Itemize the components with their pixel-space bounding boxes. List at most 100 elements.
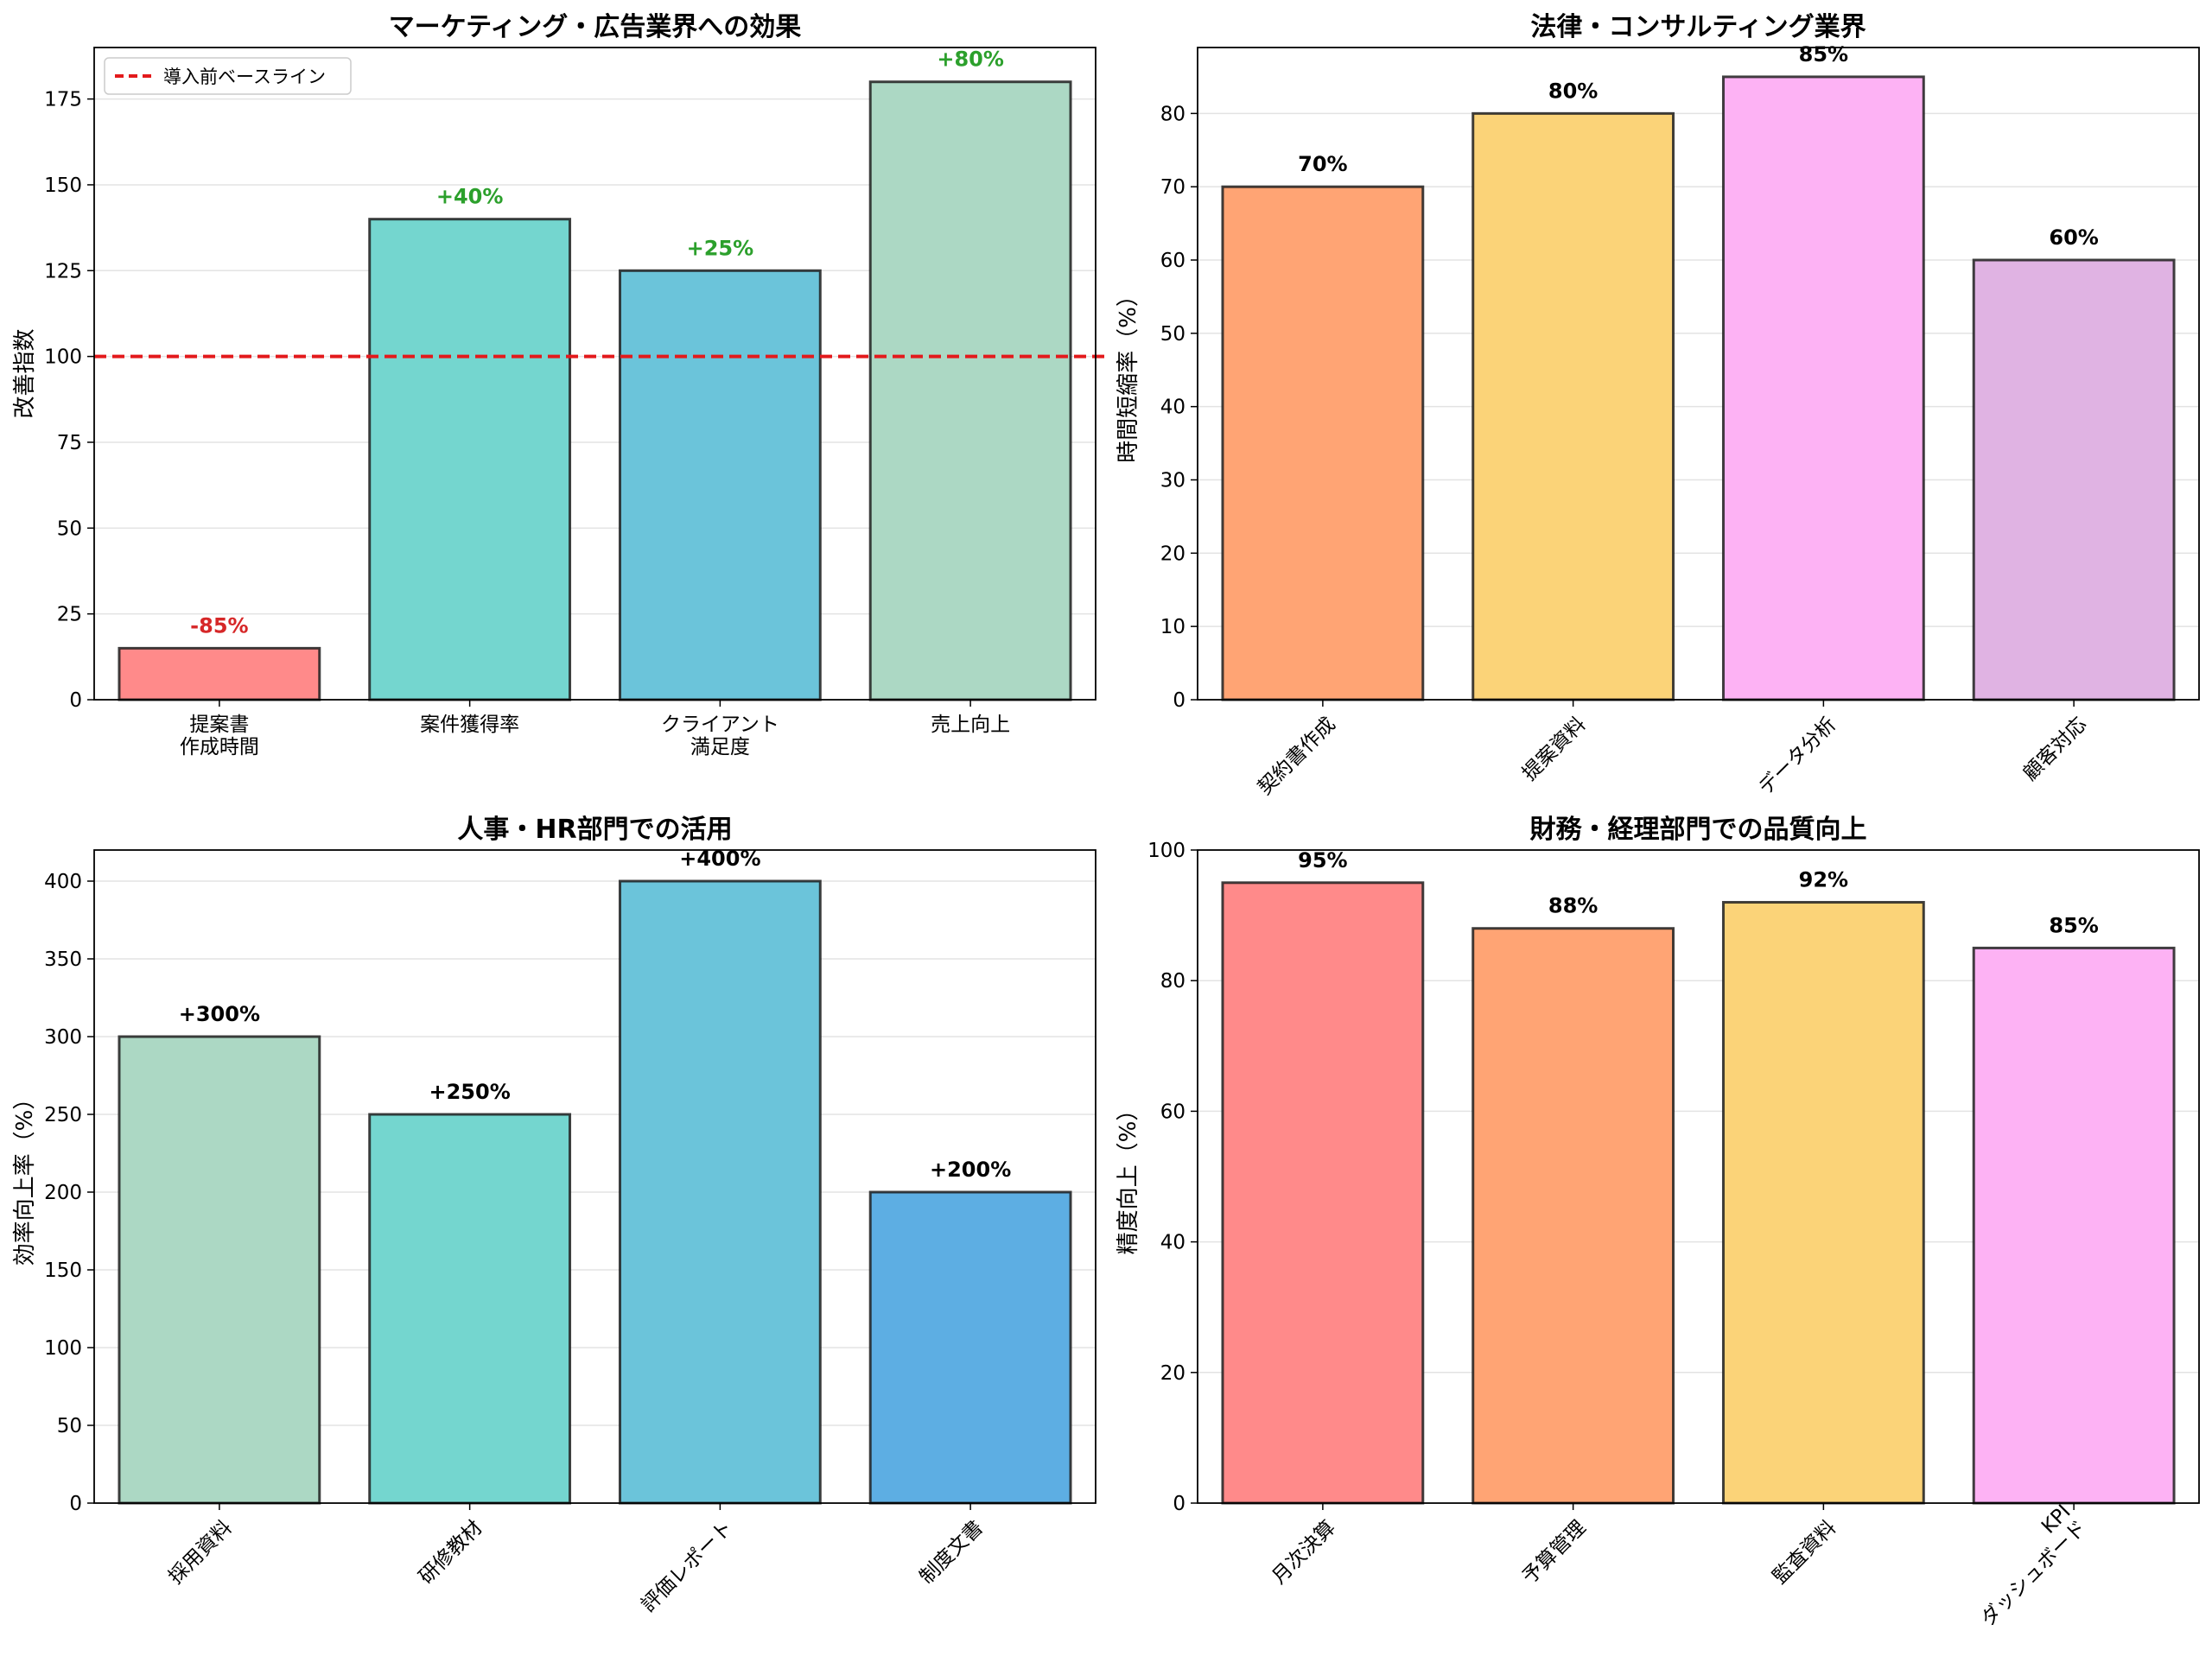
data-label: +300%: [179, 1002, 260, 1026]
y-tick-label: 400: [44, 871, 82, 893]
chart-title: 人事・HR部門での活用: [457, 815, 732, 845]
bar: [368, 1113, 572, 1505]
y-axis-label: 精度向上（%）: [1116, 1099, 1141, 1255]
data-label: +80%: [937, 48, 1004, 72]
x-tick-label: 制度文書: [916, 1517, 988, 1589]
x-tick-label-group: 評価レポート: [637, 1517, 737, 1617]
axes-frame: [1197, 47, 2200, 701]
y-tick-label: 300: [44, 1026, 82, 1049]
x-tick-label: 月次決算: [1268, 1517, 1339, 1589]
x-tick-label: ダッシュボード: [1977, 1517, 2091, 1631]
y-tick-label: 60: [1160, 250, 1185, 272]
legend-box: [104, 57, 352, 95]
y-tick-label: 100: [1147, 840, 1185, 862]
y-tick-label: 40: [1160, 1232, 1185, 1254]
x-tick-label-group: 顧客対応: [2019, 714, 2091, 785]
x-tick-label: データ分析: [1755, 714, 1841, 800]
y-tick-label: 70: [1160, 176, 1185, 199]
bar: [618, 269, 822, 701]
data-label: 88%: [1548, 894, 1598, 918]
y-tick-label: 25: [57, 604, 82, 626]
y-tick-label: 0: [69, 1493, 82, 1515]
y-tick-label: 80: [1160, 103, 1185, 125]
data-label: 85%: [1799, 42, 1848, 67]
x-tick-label-group: 採用資料: [164, 1517, 236, 1589]
y-tick-label: 200: [44, 1182, 82, 1204]
chart-title: マーケティング・広告業界への効果: [389, 12, 802, 42]
x-tick-label-group: 契約書作成: [1254, 714, 1340, 800]
x-tick-label-group: 研修教材: [415, 1517, 486, 1589]
bar: [868, 1190, 1072, 1505]
y-tick-label: 40: [1160, 397, 1185, 419]
data-label: 80%: [1548, 79, 1598, 103]
y-axis-label: 時間短縮率（%）: [1116, 284, 1141, 463]
axes-frame: [93, 849, 1096, 1504]
bar: [1721, 900, 1925, 1505]
data-label: 95%: [1298, 848, 1347, 872]
x-tick-label: 監査資料: [1769, 1517, 1840, 1589]
y-tick-label: 50: [57, 1415, 82, 1437]
y-tick-label: 0: [69, 689, 82, 712]
y-tick-label: 30: [1160, 470, 1185, 492]
data-label: +25%: [687, 236, 754, 260]
y-axis-label: 改善指数: [12, 328, 38, 418]
data-label: +400%: [679, 847, 760, 871]
x-tick-label: 予算管理: [1518, 1517, 1590, 1589]
y-tick-label: 150: [44, 1259, 82, 1282]
y-tick-label: 100: [44, 346, 82, 369]
x-tick-label: 契約書作成: [1254, 714, 1340, 800]
y-tick-label: 0: [1173, 689, 1185, 712]
bar: [1471, 927, 1675, 1505]
data-label: +200%: [930, 1158, 1011, 1182]
x-tick-label: 提案資料: [1518, 714, 1590, 785]
y-tick-label: 10: [1160, 616, 1185, 638]
x-tick-label: 提案書: [189, 714, 249, 736]
x-tick-label: 作成時間: [180, 736, 259, 758]
y-axis-label: 効率向上率（%）: [12, 1088, 38, 1266]
x-tick-label: 満足度: [690, 736, 750, 758]
x-tick-label: 採用資料: [164, 1517, 236, 1589]
y-tick-label: 0: [1173, 1493, 1185, 1515]
bar: [368, 218, 572, 701]
data-label: +40%: [436, 185, 504, 209]
chart-title: 財務・経理部門での品質向上: [1530, 815, 1867, 845]
x-tick-label: 研修教材: [415, 1517, 486, 1589]
bar: [1972, 258, 2176, 701]
data-label: 60%: [2049, 225, 2098, 250]
x-tick-label-group: 提案資料: [1518, 714, 1590, 785]
x-tick-label: 評価レポート: [637, 1517, 737, 1617]
data-label: 85%: [2049, 913, 2098, 937]
x-tick-label: クライアント: [661, 714, 779, 736]
y-tick-label: 20: [1160, 542, 1185, 565]
data-label: +250%: [429, 1080, 510, 1104]
x-tick-label-group: 月次決算: [1268, 1517, 1339, 1589]
bar: [1221, 185, 1425, 701]
chart-panel-2: 0 10 20 30 40 50 60 70 80 契約書作成 提案資料 データ分析 顧客対応 70% 80…: [1116, 12, 2200, 800]
axes-frame: [93, 47, 1096, 701]
x-tick-label-group: 制度文書: [916, 1517, 988, 1589]
y-tick-label: 50: [57, 517, 82, 540]
x-tick-label: 案件獲得率: [420, 714, 519, 736]
y-tick-label: 75: [57, 432, 82, 454]
x-tick-label-group: 監査資料: [1769, 1517, 1840, 1589]
bar: [868, 80, 1072, 701]
y-tick-label: 150: [44, 174, 82, 197]
x-tick-label: 売上向上: [931, 714, 1010, 736]
data-label: 70%: [1298, 152, 1347, 176]
bar: [118, 1035, 321, 1505]
bar: [1471, 111, 1675, 701]
y-tick-label: 350: [44, 949, 82, 971]
chart-title: 法律・コンサルティング業界: [1530, 12, 1866, 42]
x-tick-label-group: データ分析: [1755, 714, 1841, 800]
chart-panel-3: 0 50 100 150 200 250 300 350 400 採用資料 研修教材 評価レポート 制度…: [12, 815, 1096, 1616]
bar: [1221, 881, 1425, 1505]
y-tick-label: 100: [44, 1337, 82, 1360]
bar: [1972, 946, 2176, 1505]
data-label: 92%: [1799, 867, 1848, 891]
y-tick-label: 125: [44, 260, 82, 282]
y-tick-label: 60: [1160, 1101, 1185, 1123]
